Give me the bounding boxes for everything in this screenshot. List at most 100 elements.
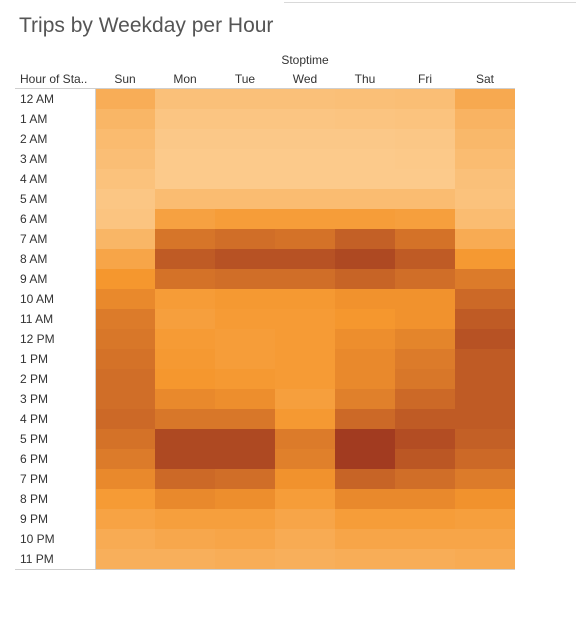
heatmap-cell-wed-3pm [275, 389, 335, 409]
heatmap-cell-fri-11am [395, 309, 455, 329]
heatmap-cell-sun-5am [95, 189, 155, 209]
heatmap-cell-sun-10am [95, 289, 155, 309]
heatmap-cell-thu-1pm [335, 349, 395, 369]
heatmap-cell-sat-8am [455, 249, 515, 269]
heatmap-cell-mon-8pm [155, 489, 215, 509]
heatmap-cell-tue-2am [215, 129, 275, 149]
heatmap-cell-mon-11am [155, 309, 215, 329]
heatmap-cell-fri-11pm [395, 549, 455, 569]
heatmap-cell-mon-6pm [155, 449, 215, 469]
heatmap-cell-thu-8am [335, 249, 395, 269]
heatmap-cell-tue-8am [215, 249, 275, 269]
row-label-1pm: 1 PM [20, 349, 94, 369]
heatmap-cell-thu-12pm [335, 329, 395, 349]
heatmap-cell-sat-6pm [455, 449, 515, 469]
heatmap-cell-wed-6am [275, 209, 335, 229]
heatmap-cell-fri-5am [395, 189, 455, 209]
row-axis-divider [95, 89, 96, 569]
heatmap-cell-tue-3am [215, 149, 275, 169]
row-header-label: Hour of Sta.. [20, 72, 87, 86]
heatmap-cell-tue-10pm [215, 529, 275, 549]
heatmap-cell-fri-1am [395, 109, 455, 129]
row-label-8pm: 8 PM [20, 489, 94, 509]
heatmap-cell-fri-2pm [395, 369, 455, 389]
heatmap-cell-sun-4pm [95, 409, 155, 429]
heatmap-cell-tue-6am [215, 209, 275, 229]
heatmap-cell-thu-3am [335, 149, 395, 169]
column-label-mon: Mon [155, 72, 215, 86]
heatmap-cell-sun-3pm [95, 389, 155, 409]
heatmap-cell-fri-3pm [395, 389, 455, 409]
heatmap-cell-tue-2pm [215, 369, 275, 389]
heatmap-cell-wed-4pm [275, 409, 335, 429]
heatmap-cell-sun-1pm [95, 349, 155, 369]
row-label-8am: 8 AM [20, 249, 94, 269]
row-label-9am: 9 AM [20, 269, 94, 289]
heatmap-cell-wed-12am [275, 89, 335, 109]
heatmap-cell-tue-4am [215, 169, 275, 189]
heatmap-cell-tue-12pm [215, 329, 275, 349]
heatmap-cell-mon-2pm [155, 369, 215, 389]
heatmap-cell-sat-4pm [455, 409, 515, 429]
heatmap-cell-mon-1pm [155, 349, 215, 369]
heatmap-cell-mon-7am [155, 229, 215, 249]
heatmap-cell-tue-11pm [215, 549, 275, 569]
heatmap-cell-wed-5pm [275, 429, 335, 449]
column-group-label: Stoptime [95, 53, 515, 67]
heatmap-cell-mon-10am [155, 289, 215, 309]
heatmap-cell-sun-11am [95, 309, 155, 329]
heatmap-cell-thu-1am [335, 109, 395, 129]
heatmap-cell-mon-1am [155, 109, 215, 129]
heatmap-cell-sat-11am [455, 309, 515, 329]
heatmap-cell-sat-12am [455, 89, 515, 109]
heatmap-cell-sat-3am [455, 149, 515, 169]
heatmap-cell-mon-11pm [155, 549, 215, 569]
heatmap-cell-sat-11pm [455, 549, 515, 569]
heatmap-cell-sun-2pm [95, 369, 155, 389]
heatmap-cell-tue-1am [215, 109, 275, 129]
heatmap-cell-tue-11am [215, 309, 275, 329]
heatmap-cell-wed-9am [275, 269, 335, 289]
heatmap-cell-sun-9am [95, 269, 155, 289]
heatmap-cell-thu-4pm [335, 409, 395, 429]
heatmap-cell-fri-2am [395, 129, 455, 149]
row-label-7pm: 7 PM [20, 469, 94, 489]
heatmap-cell-wed-12pm [275, 329, 335, 349]
heatmap-cell-wed-4am [275, 169, 335, 189]
heatmap-cell-tue-7pm [215, 469, 275, 489]
heatmap-cell-tue-7am [215, 229, 275, 249]
heatmap-cell-mon-7pm [155, 469, 215, 489]
heatmap-cell-mon-2am [155, 129, 215, 149]
heatmap-cell-mon-9pm [155, 509, 215, 529]
heatmap-cell-sun-2am [95, 129, 155, 149]
heatmap-cell-wed-11pm [275, 549, 335, 569]
row-label-6am: 6 AM [20, 209, 94, 229]
heatmap-cell-fri-7pm [395, 469, 455, 489]
heatmap-cell-mon-8am [155, 249, 215, 269]
row-label-3am: 3 AM [20, 149, 94, 169]
heatmap-cell-mon-10pm [155, 529, 215, 549]
column-label-sat: Sat [455, 72, 515, 86]
heatmap-cell-sat-2pm [455, 369, 515, 389]
row-label-5pm: 5 PM [20, 429, 94, 449]
heatmap-cell-tue-4pm [215, 409, 275, 429]
heatmap-cell-thu-11pm [335, 549, 395, 569]
heatmap-cell-wed-10am [275, 289, 335, 309]
heatmap-cell-sun-12pm [95, 329, 155, 349]
heatmap-cell-thu-9am [335, 269, 395, 289]
row-label-4pm: 4 PM [20, 409, 94, 429]
heatmap-cell-wed-7pm [275, 469, 335, 489]
heatmap-cell-thu-9pm [335, 509, 395, 529]
heatmap-cell-fri-9pm [395, 509, 455, 529]
heatmap-cell-wed-8am [275, 249, 335, 269]
heatmap-grid [95, 89, 515, 569]
heatmap-cell-sat-2am [455, 129, 515, 149]
heatmap-cell-fri-8am [395, 249, 455, 269]
heatmap-cell-sun-8am [95, 249, 155, 269]
heatmap-cell-sat-6am [455, 209, 515, 229]
heatmap-cell-sun-7am [95, 229, 155, 249]
heatmap-cell-sat-5pm [455, 429, 515, 449]
heatmap-cell-thu-6pm [335, 449, 395, 469]
heatmap-cell-thu-10am [335, 289, 395, 309]
row-label-11pm: 11 PM [20, 549, 94, 569]
